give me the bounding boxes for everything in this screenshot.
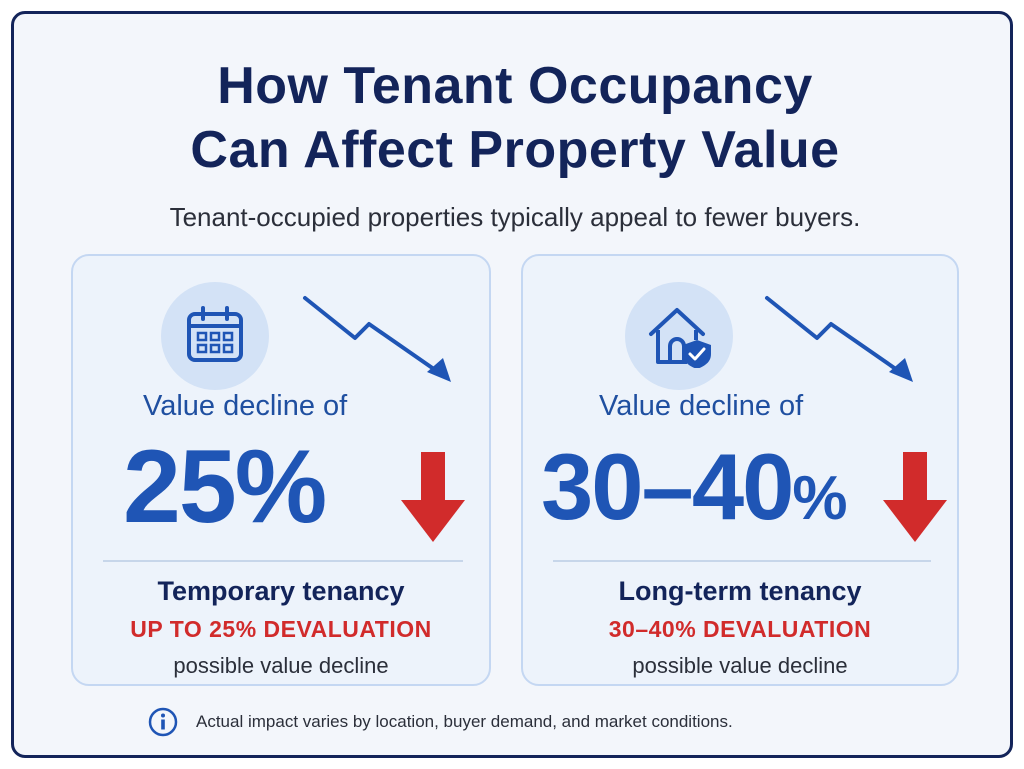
red-down-arrow-icon [401,452,465,542]
devaluation-label: UP TO 25% DEVALUATION [130,616,432,642]
decline-value: 30–40 [541,434,794,539]
infographic-frame: How Tenant Occupancy Can Affect Property… [11,11,1013,758]
tenancy-type: Long-term tenancy [618,576,862,606]
decline-value: 25 [123,429,237,545]
house-shield-icon-badge [625,282,733,390]
decline-label: Value decline of [143,390,348,422]
decline-percentage: 25% [123,429,327,545]
long-term-tenancy-card: Value decline of 30–40% Long-term tenanc… [521,254,959,686]
red-down-arrow-icon [883,452,947,542]
downward-trend-icon [765,296,913,382]
calendar-icon-badge [161,282,269,390]
percent-sign: % [234,429,327,545]
decline-percentage: 30–40% [541,432,848,554]
info-icon [148,707,178,737]
tenancy-type: Temporary tenancy [157,576,405,606]
house-shield-icon [649,308,711,368]
subtitle: Tenant-occupied properties typically app… [169,202,861,232]
calendar-icon [187,306,243,362]
downward-trend-icon [303,296,451,382]
devaluation-label: 30–40% DEVALUATION [608,616,872,642]
divider [103,560,463,562]
divider [553,560,931,562]
page-title: How Tenant Occupancy Can Affect Property… [14,54,1016,182]
footnote: Actual impact varies by location, buyer … [148,707,733,737]
footnote-text: Actual impact varies by location, buyer … [196,712,733,731]
title-line-1: How Tenant Occupancy [217,57,813,115]
temporary-tenancy-card: Value decline of 25% Temporary tenancy U… [71,254,491,686]
value-decline-note: possible value decline [173,653,389,678]
percent-sign: % [792,464,847,533]
decline-label: Value decline of [599,390,804,422]
value-decline-note: possible value decline [632,653,848,678]
title-line-2: Can Affect Property Value [190,121,840,179]
